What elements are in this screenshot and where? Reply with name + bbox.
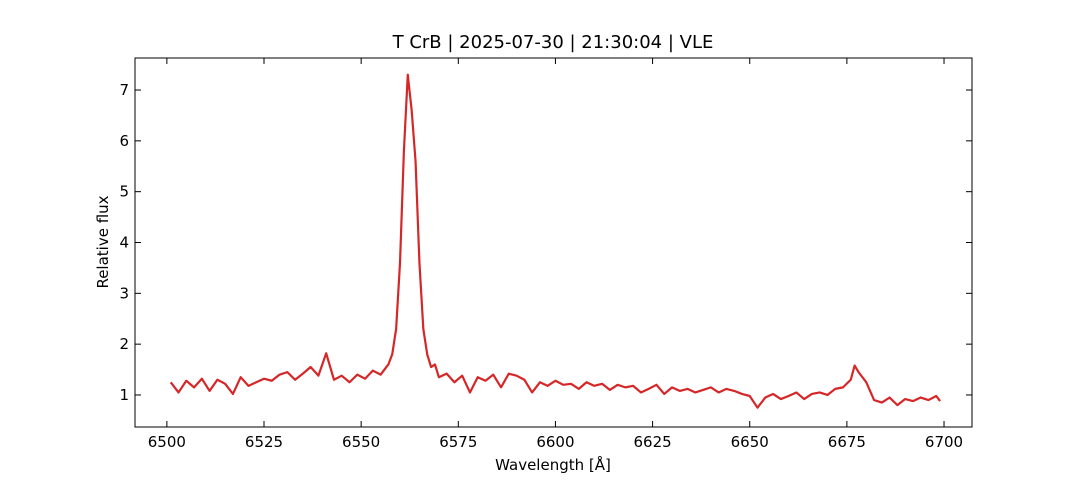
y-axis-label: Relative flux: [94, 195, 112, 288]
chart-title: T CrB | 2025-07-30 | 21:30:04 | VLE: [392, 32, 714, 53]
x-tick-label: 6625: [633, 433, 671, 451]
spectrum-line: [169, 73, 942, 409]
x-tick-label: 6575: [439, 433, 477, 451]
y-tick-label: 5: [119, 183, 129, 201]
y-tick-label: 4: [119, 234, 129, 252]
x-tick-label: 6600: [536, 433, 574, 451]
y-tick-label: 1: [119, 386, 129, 404]
y-tick-label: 3: [119, 284, 129, 302]
x-tick-label: 6650: [731, 433, 769, 451]
x-axis-label: Wavelength [Å]: [495, 455, 611, 474]
x-tick-label: 6500: [148, 433, 186, 451]
x-tick-label: 6675: [828, 433, 866, 451]
x-tick-label: 6550: [342, 433, 380, 451]
x-tick-label: 6525: [245, 433, 283, 451]
y-tick-label: 2: [119, 335, 129, 353]
y-tick-label: 6: [119, 132, 129, 150]
x-tick-label: 6700: [925, 433, 963, 451]
y-tick-label: 7: [119, 81, 129, 99]
